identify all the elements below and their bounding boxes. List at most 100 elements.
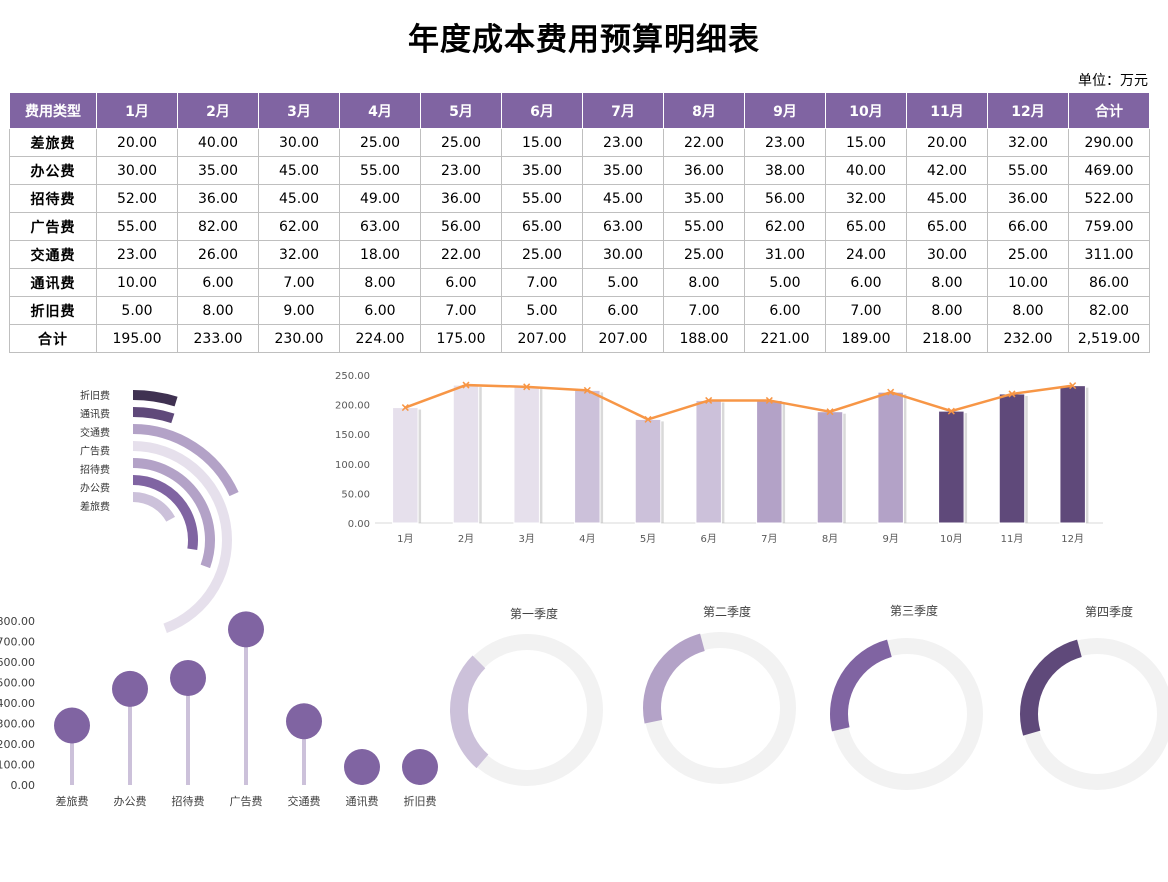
table-cell: 82.00 <box>1068 296 1150 325</box>
table-cell: 224.00 <box>339 324 421 353</box>
table-cell: 5.00 <box>744 268 826 297</box>
bar <box>756 399 783 524</box>
radial-bar <box>132 424 239 497</box>
table-cell: 55.00 <box>663 212 745 241</box>
x-tick-label: 招待费 <box>172 794 205 808</box>
table-cell: 9.00 <box>258 296 340 325</box>
header-col: 合计 <box>1068 92 1150 129</box>
donut-title: 第一季度 <box>510 606 558 621</box>
line-point <box>887 388 895 396</box>
radial-label: 折旧费 <box>80 389 110 402</box>
header-col: 4月 <box>339 92 421 129</box>
y-tick-label: 100.00 <box>0 759 35 772</box>
y-tick-label: 500.00 <box>0 677 35 690</box>
table-cell: 23.00 <box>744 128 826 157</box>
table-cell: 35.00 <box>663 184 745 213</box>
table-cell: 25.00 <box>663 240 745 269</box>
table-cell: 55.00 <box>96 212 178 241</box>
line-point <box>947 407 955 415</box>
x-tick-label: 办公费 <box>114 795 147 808</box>
table-cell: 5.00 <box>582 268 664 297</box>
table-cell: 32.00 <box>825 184 907 213</box>
table-cell: 30.00 <box>906 240 988 269</box>
bar <box>695 399 722 524</box>
bar <box>1059 385 1086 524</box>
y-tick-label: 100.00 <box>335 460 370 471</box>
table-cell: 6.00 <box>177 268 259 297</box>
table-cell: 290.00 <box>1068 128 1150 157</box>
y-tick-label: 400.00 <box>0 697 35 710</box>
table-cell: 20.00 <box>906 128 988 157</box>
table-cell: 52.00 <box>96 184 178 213</box>
x-tick-label: 12月 <box>1061 533 1084 545</box>
line-point <box>644 415 652 423</box>
table-row: 招待费 52.00 36.00 45.00 49.00 36.00 55.00 45.00 35… <box>9 184 1150 213</box>
radial-bar <box>132 407 175 424</box>
table-cell: 233.00 <box>177 324 259 353</box>
table-row: 合计 195.00 233.00 230.00 224.00 175.00 207.00 20… <box>9 324 1150 353</box>
table-cell: 8.00 <box>906 268 988 297</box>
table-cell: 25.00 <box>987 240 1069 269</box>
table-cell: 311.00 <box>1068 240 1150 269</box>
table-cell: 55.00 <box>501 184 583 213</box>
x-tick-label: 折旧费 <box>404 794 437 808</box>
y-tick-label: 300.00 <box>0 718 35 731</box>
header-col: 5月 <box>420 92 502 129</box>
x-tick-label: 4月 <box>579 533 595 545</box>
table-cell: 22.00 <box>420 240 502 269</box>
table-cell: 522.00 <box>1068 184 1150 213</box>
table-cell: 40.00 <box>825 156 907 185</box>
table-cell: 35.00 <box>501 156 583 185</box>
header-col: 9月 <box>744 92 826 129</box>
x-tick-label: 通讯费 <box>346 795 379 808</box>
lollipop-dot <box>170 659 206 696</box>
table-cell: 25.00 <box>501 240 583 269</box>
line-series <box>404 383 1073 421</box>
lollipop-dot <box>286 703 322 740</box>
table-cell: 6.00 <box>339 296 421 325</box>
table-cell: 36.00 <box>987 184 1069 213</box>
table-cell: 45.00 <box>906 184 988 213</box>
table-cell: 20.00 <box>96 128 178 157</box>
table-cell: 36.00 <box>177 184 259 213</box>
radial-label: 办公费 <box>80 482 110 495</box>
radial-label: 差旅费 <box>80 500 110 513</box>
header-col: 12月 <box>987 92 1069 129</box>
table-cell: 8.00 <box>987 296 1069 325</box>
table-cell: 230.00 <box>258 324 340 353</box>
row-label: 合计 <box>9 324 97 353</box>
table-cell: 218.00 <box>906 324 988 353</box>
y-tick-label: 800.00 <box>0 615 35 628</box>
radial-bar <box>132 475 198 551</box>
table-cell: 35.00 <box>177 156 259 185</box>
table-cell: 38.00 <box>744 156 826 185</box>
table-cell: 49.00 <box>339 184 421 213</box>
bar <box>877 391 904 524</box>
table-cell: 66.00 <box>987 212 1069 241</box>
line-point <box>1008 390 1016 398</box>
row-label: 交通费 <box>9 240 97 269</box>
table-cell: 7.00 <box>663 296 745 325</box>
table-cell: 18.00 <box>339 240 421 269</box>
line-point <box>765 396 773 404</box>
bar <box>574 389 601 524</box>
radial-label: 通讯费 <box>80 408 110 421</box>
table-cell: 469.00 <box>1068 156 1150 185</box>
y-tick-label: 0.00 <box>348 519 370 530</box>
table-cell: 63.00 <box>582 212 664 241</box>
lollipop-dot <box>344 749 380 785</box>
table-cell: 40.00 <box>177 128 259 157</box>
row-label: 折旧费 <box>9 296 97 325</box>
table-cell: 15.00 <box>501 128 583 157</box>
table-cell: 63.00 <box>339 212 421 241</box>
table-cell: 22.00 <box>663 128 745 157</box>
x-tick-label: 9月 <box>882 533 898 545</box>
header-col: 3月 <box>258 92 340 129</box>
table-cell: 7.00 <box>420 296 502 325</box>
table-row: 办公费 30.00 35.00 45.00 55.00 23.00 35.00 35.00 36… <box>9 156 1150 185</box>
table-cell: 5.00 <box>96 296 178 325</box>
line-point <box>523 383 531 391</box>
x-tick-label: 交通费 <box>288 794 321 808</box>
x-tick-label: 7月 <box>761 533 777 545</box>
y-tick-label: 150.00 <box>335 430 370 441</box>
